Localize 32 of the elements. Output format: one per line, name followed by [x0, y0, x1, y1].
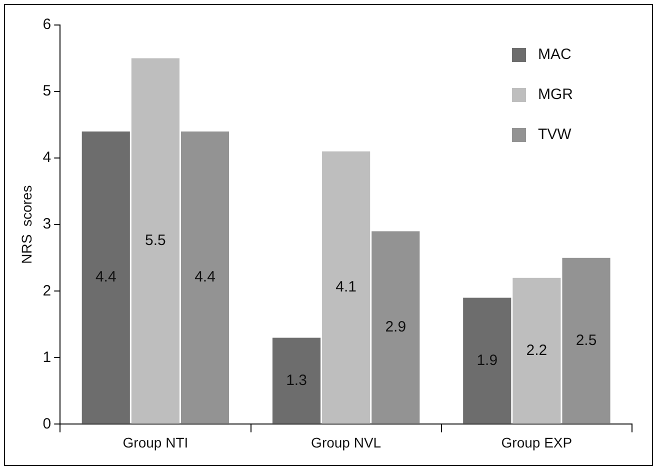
bar [372, 231, 420, 424]
bar [180, 131, 230, 424]
legend-label: MGR [538, 86, 574, 104]
y-tick-label: 2 [42, 282, 52, 300]
x-tick-label: Group NVL [311, 434, 382, 450]
data-label: 4.4 [194, 268, 216, 286]
bar [82, 131, 130, 424]
x-tick-label: Group NTI [122, 434, 188, 450]
y-tick-label: 1 [42, 348, 52, 366]
bar [463, 298, 512, 424]
bar [562, 258, 610, 424]
data-label: 2.9 [385, 318, 406, 336]
y-tick-label: 6 [42, 16, 52, 34]
data-label: 4.4 [95, 268, 116, 286]
bar [272, 338, 321, 424]
data-label: 1.9 [476, 352, 498, 369]
y-tick-label: 3 [42, 216, 52, 233]
legend-label: MAC [538, 46, 572, 64]
data-label: 5.5 [145, 232, 166, 250]
y-axis-title: NRS scores [18, 185, 34, 264]
bar [131, 58, 180, 424]
bar [512, 278, 561, 424]
y-tick-label: 0 [42, 415, 52, 432]
data-label: 2.5 [576, 332, 597, 349]
data-label: 2.2 [526, 342, 548, 359]
y-tick-label: 5 [42, 82, 52, 100]
legend-label: TVW [538, 126, 572, 144]
data-label: 1.3 [286, 372, 307, 389]
bar [322, 151, 370, 424]
y-tick-label: 4 [42, 149, 52, 166]
data-label: 4.1 [336, 278, 356, 296]
x-tick-label: Group EXP [501, 434, 572, 450]
